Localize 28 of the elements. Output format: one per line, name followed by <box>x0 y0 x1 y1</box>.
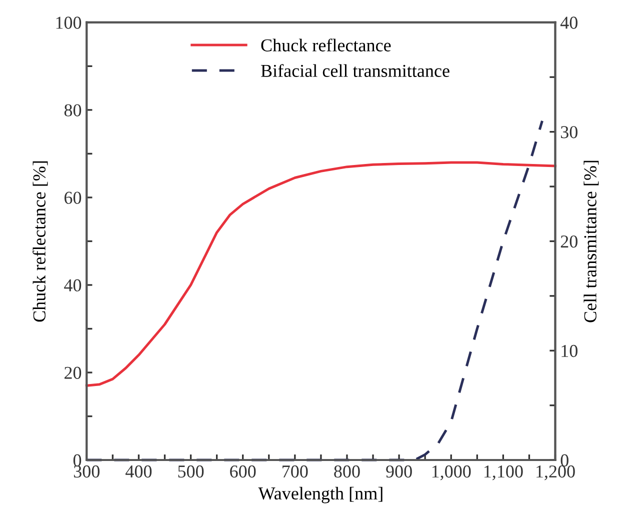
y2-tick-label: 10 <box>562 344 578 358</box>
line-series <box>85 161 556 387</box>
y-tick-label: 60 <box>64 192 82 204</box>
x-tick-label: 600 <box>230 465 256 478</box>
y2-tick-label: 40 <box>560 16 578 29</box>
y-tick-label: 20 <box>64 366 82 379</box>
y2-tick-label: 30 <box>560 126 578 138</box>
y-tick-label: 80 <box>64 104 82 116</box>
x-axis-title: Wavelength [nm] <box>258 486 382 504</box>
y2-tick-label: 20 <box>560 235 578 248</box>
y-axis-title: Chuck reflectance [%] <box>32 161 48 322</box>
legend-label: Chuck reflectance <box>261 38 391 52</box>
y2-tick-label: 0 <box>560 454 568 466</box>
y-tick-label: 100 <box>56 16 82 29</box>
line-series <box>85 120 544 462</box>
x-tick-label: 700 <box>282 465 308 478</box>
x-tick-label: 300 <box>74 465 100 478</box>
y2-axis-title: Cell transmittance [%] <box>584 160 599 322</box>
x-tick-label: 400 <box>126 465 152 478</box>
y-tick-label: 0 <box>73 454 82 466</box>
legend-label: Bifacial cell transmittance <box>261 64 450 77</box>
x-tick-label: 800 <box>334 465 360 478</box>
x-tick-label: 900 <box>386 465 412 478</box>
x-tick-label: 1,100 <box>484 465 523 480</box>
y-tick-label: 40 <box>64 279 82 292</box>
x-tick-label: 1,200 <box>536 465 575 480</box>
x-tick-label: 1,000 <box>432 465 471 480</box>
x-tick-label: 500 <box>178 465 204 478</box>
